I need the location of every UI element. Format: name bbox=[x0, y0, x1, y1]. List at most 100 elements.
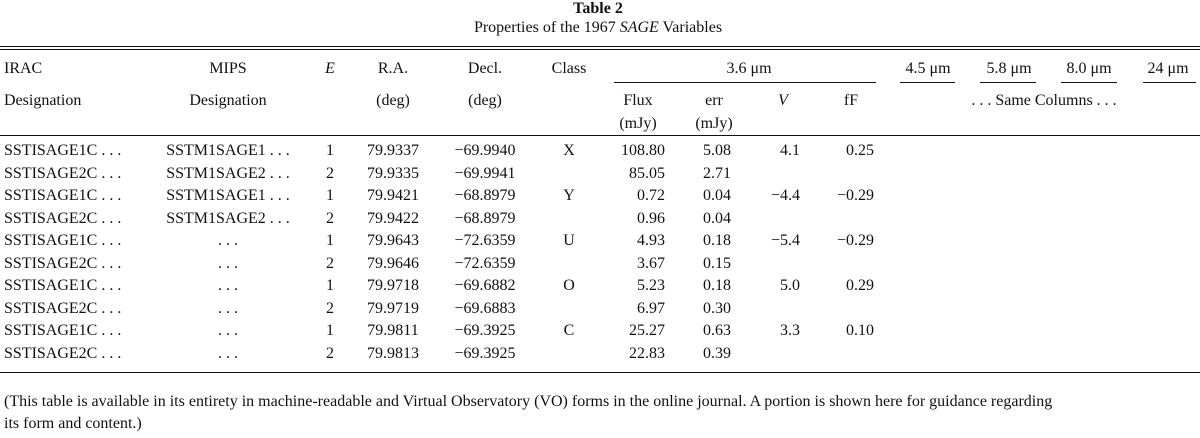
table-note-line-2: its form and content.) bbox=[4, 415, 142, 432]
caption-prefix: Properties of the 1967 bbox=[473, 19, 620, 36]
header-flux-unit: (mJy) bbox=[619, 115, 657, 132]
cell-ff: 0.10 bbox=[846, 322, 874, 339]
header-ra-unit: (deg) bbox=[376, 92, 410, 109]
cell-e: 2 bbox=[326, 299, 334, 317]
cell-decl: −69.9941 bbox=[454, 164, 516, 182]
cell-flux: 85.05 bbox=[629, 164, 665, 182]
cell-ra: 79.9813 bbox=[367, 344, 419, 362]
cell-err: 0.39 bbox=[703, 344, 731, 362]
header-band-8-0: 8.0 μm bbox=[1066, 60, 1112, 77]
header-rule bbox=[0, 135, 1200, 136]
header-mips: MIPS bbox=[209, 60, 247, 77]
caption-suffix: Variables bbox=[658, 19, 723, 36]
cell-decl: −69.3925 bbox=[454, 322, 516, 339]
header-ra: R.A. bbox=[377, 60, 409, 77]
cell-err: 0.04 bbox=[703, 209, 731, 227]
cell-ra: 79.9337 bbox=[367, 142, 419, 159]
cell-flux: 4.93 bbox=[637, 232, 665, 249]
table-label: Table 2 bbox=[573, 0, 623, 17]
header-band-4-5: 4.5 μm bbox=[905, 60, 951, 77]
cell-decl: −72.6359 bbox=[454, 254, 516, 272]
cell-ra: 79.9719 bbox=[367, 299, 419, 317]
cell-flux: 5.23 bbox=[637, 277, 665, 294]
cell-err: 0.15 bbox=[703, 254, 731, 272]
cell-ra: 79.9421 bbox=[367, 187, 419, 204]
cell-err: 0.04 bbox=[703, 187, 731, 204]
band-8-0-underline bbox=[1061, 82, 1117, 83]
cell-mips: SSTM1SAGE2 . . . bbox=[166, 209, 290, 227]
cell-class: U bbox=[563, 232, 575, 249]
cell-ff: 0.25 bbox=[846, 142, 874, 159]
cell-decl: −72.6359 bbox=[454, 232, 516, 249]
cell-ff: −0.29 bbox=[836, 232, 874, 249]
cell-e: 1 bbox=[326, 322, 334, 339]
cell-irac: SSTISAGE2C . . . bbox=[4, 344, 122, 362]
cell-ra: 79.9422 bbox=[367, 209, 419, 227]
header-mips-designation: Designation bbox=[189, 92, 267, 109]
cell-irac: SSTISAGE1C . . . bbox=[4, 142, 122, 159]
cell-decl: −68.8979 bbox=[454, 187, 516, 204]
cell-flux: 0.72 bbox=[637, 187, 665, 204]
cell-irac: SSTISAGE1C . . . bbox=[4, 277, 122, 294]
bottom-rule bbox=[0, 372, 1200, 373]
cell-mips: SSTM1SAGE1 . . . bbox=[166, 187, 290, 204]
cell-flux: 25.27 bbox=[629, 322, 665, 339]
header-ff: fF bbox=[843, 92, 859, 109]
header-band-5-8: 5.8 μm bbox=[986, 60, 1032, 77]
band-4-5-underline bbox=[900, 82, 955, 83]
header-band-24: 24 μm bbox=[1147, 60, 1189, 77]
cell-v: −4.4 bbox=[770, 187, 800, 204]
cell-ra: 79.9646 bbox=[367, 254, 419, 272]
cell-e: 1 bbox=[326, 277, 334, 294]
cell-err: 0.18 bbox=[703, 277, 731, 294]
cell-e: 2 bbox=[326, 344, 334, 362]
table-caption: Properties of the 1967 SAGE Variables bbox=[474, 19, 722, 37]
cell-class: X bbox=[563, 142, 575, 159]
cell-ra: 79.9718 bbox=[367, 277, 419, 294]
header-irac: IRAC bbox=[4, 60, 43, 77]
cell-mips: . . . bbox=[218, 322, 238, 339]
cell-mips: SSTM1SAGE2 . . . bbox=[166, 164, 290, 182]
cell-irac: SSTISAGE2C . . . bbox=[4, 209, 122, 227]
cell-mips: . . . bbox=[218, 299, 238, 317]
cell-e: 1 bbox=[326, 232, 334, 249]
cell-mips: . . . bbox=[218, 344, 238, 362]
cell-flux: 108.80 bbox=[621, 142, 665, 159]
cell-class: Y bbox=[563, 187, 575, 204]
cell-class: C bbox=[563, 322, 575, 339]
cell-v: 4.1 bbox=[780, 142, 800, 159]
caption-italic: SAGE bbox=[619, 19, 659, 36]
header-e: E bbox=[325, 60, 335, 77]
cell-class: O bbox=[563, 277, 575, 294]
band-5-8-underline bbox=[980, 82, 1036, 83]
cell-e: 1 bbox=[326, 187, 334, 204]
cell-ff: 0.29 bbox=[846, 277, 874, 294]
cell-decl: −69.3925 bbox=[454, 344, 516, 362]
band-3-6-underline bbox=[614, 82, 876, 83]
header-v: V bbox=[778, 92, 788, 109]
header-decl-unit: (deg) bbox=[468, 92, 502, 109]
cell-ra: 79.9643 bbox=[367, 232, 419, 249]
header-same-columns: . . . Same Columns . . . bbox=[971, 92, 1117, 109]
cell-irac: SSTISAGE1C . . . bbox=[4, 322, 122, 339]
header-err-unit: (mJy) bbox=[695, 115, 733, 132]
cell-flux: 0.96 bbox=[637, 209, 665, 227]
cell-err: 0.63 bbox=[703, 322, 731, 339]
table-note-line-1: (This table is available in its entirety… bbox=[4, 393, 1053, 410]
cell-mips: . . . bbox=[218, 232, 238, 249]
cell-ff: −0.29 bbox=[836, 187, 874, 204]
cell-decl: −68.8979 bbox=[454, 209, 516, 227]
cell-decl: −69.6882 bbox=[454, 277, 516, 294]
header-err: err bbox=[705, 92, 723, 109]
cell-e: 2 bbox=[326, 254, 334, 272]
header-band-3-6: 3.6 μm bbox=[726, 60, 772, 77]
cell-flux: 3.67 bbox=[637, 254, 665, 272]
cell-err: 2.71 bbox=[703, 164, 731, 182]
cell-mips: SSTM1SAGE1 . . . bbox=[166, 142, 290, 159]
header-class: Class bbox=[551, 60, 587, 77]
cell-mips: . . . bbox=[218, 254, 238, 272]
cell-irac: SSTISAGE1C . . . bbox=[4, 232, 122, 249]
cell-irac: SSTISAGE1C . . . bbox=[4, 187, 122, 204]
cell-irac: SSTISAGE2C . . . bbox=[4, 254, 122, 272]
cell-err: 5.08 bbox=[703, 142, 731, 159]
